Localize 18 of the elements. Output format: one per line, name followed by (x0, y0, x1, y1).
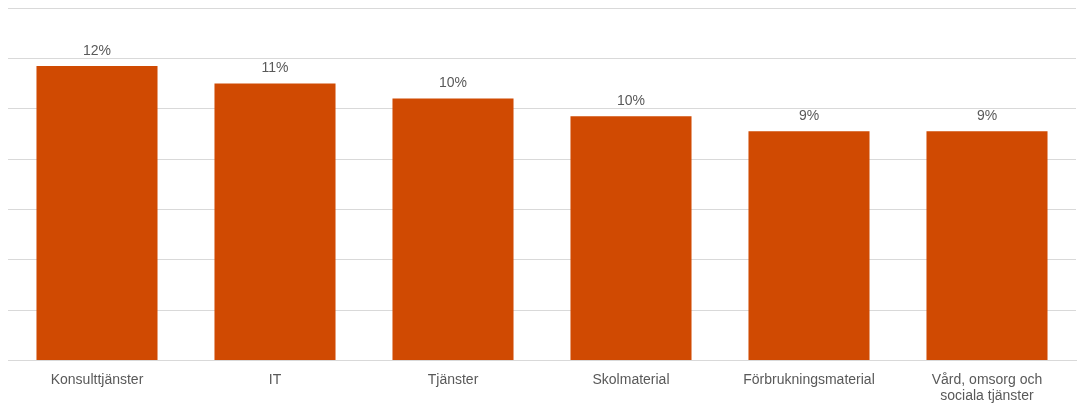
data-label: 11% (261, 59, 289, 76)
data-label: 9% (976, 107, 998, 124)
x-tick-label: Konsulttjänster (50, 370, 144, 387)
bar (926, 131, 1048, 360)
data-label: 9% (798, 107, 820, 124)
x-tick-label: Vård, omsorg och sociala tjänster (931, 370, 1043, 404)
data-label: 10% (438, 74, 468, 91)
bar (570, 116, 692, 360)
x-tick-label: Skolmaterial (592, 370, 670, 387)
x-tick-label: IT (268, 370, 282, 387)
bar (36, 65, 158, 360)
bar (214, 83, 336, 360)
x-tick-label: Tjänster (427, 370, 479, 387)
data-label: 10% (616, 92, 646, 109)
bar (392, 98, 514, 360)
data-label: 12% (82, 41, 112, 58)
x-tick-label: Förbrukningsmaterial (743, 370, 875, 387)
bar (748, 131, 870, 360)
